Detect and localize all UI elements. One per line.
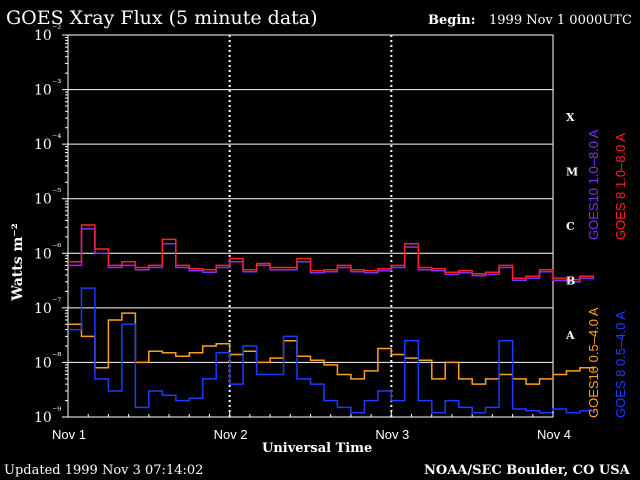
x-tick-label: Nov 4 <box>537 427 571 442</box>
begin-label: Begin: <box>428 13 476 28</box>
begin-value: 1999 Nov 1 0000UTC <box>489 13 632 28</box>
flare-class-labels: A B C M X <box>565 111 578 342</box>
y-tick-label: 10 <box>34 28 52 44</box>
x-tick-label: Nov 2 <box>214 427 248 442</box>
legend-entry-1: GOES10 1.0–8.0 A <box>586 129 601 240</box>
y-tick-label: 10 <box>34 355 52 371</box>
y-tick-label: 10 <box>34 83 52 99</box>
flare-class-A: A <box>565 329 575 342</box>
legend-entry-0: GOES 8 1.0–8.0 A <box>613 133 628 240</box>
day-separator-lines <box>228 35 393 417</box>
y-tick-label: 10 <box>34 410 52 426</box>
y-axis-ticks: 10 ⁻⁹10 ⁻⁸10 ⁻⁷10 ⁻⁶10 ⁻⁵10 ⁻⁴10 ⁻³10 ⁻² <box>34 24 68 426</box>
series-layer <box>68 224 595 414</box>
x-axis-ticks: Nov 1 Nov 2 Nov 3 Nov 4 <box>52 411 571 442</box>
y-tick-label: 10 <box>34 246 52 262</box>
y-tick-exponent: ⁻⁵ <box>52 188 61 199</box>
y-tick-exponent: ⁻⁶ <box>52 242 61 253</box>
legend-entry-2: GOES10 0.5–4.0 A <box>586 307 601 418</box>
y-tick-exponent: ⁻⁸ <box>52 351 61 362</box>
y-tick-label: 10 <box>34 137 52 153</box>
y-tick-exponent: ⁻³ <box>52 79 61 90</box>
y-tick-exponent: ⁻⁴ <box>52 133 61 144</box>
x-axis-label: Universal Time <box>262 441 372 456</box>
chart-title: GOES Xray Flux (5 minute data) <box>6 7 318 29</box>
y-tick-exponent: ⁻² <box>52 24 61 35</box>
x-tick-label: Nov 1 <box>52 427 86 442</box>
series-line-3 <box>68 287 595 414</box>
y-axis-label: Watts m⁻² <box>10 223 26 302</box>
y-tick-label: 10 <box>34 301 52 317</box>
legend: GOES10 1.0–8.0 A GOES 8 1.0–8.0 A GOES10 0… <box>586 129 628 418</box>
updated-timestamp: Updated 1999 Nov 3 07:14:02 <box>4 463 203 478</box>
credit-text: NOAA/SEC Boulder, CO USA <box>424 463 631 478</box>
y-tick-exponent: ⁻⁹ <box>52 406 61 417</box>
flare-class-C: C <box>566 220 575 233</box>
y-tick-label: 10 <box>34 192 52 208</box>
legend-entry-3: GOES 8 0.5–4.0 A <box>613 311 628 418</box>
flare-class-M: M <box>566 165 578 178</box>
x-tick-label: Nov 3 <box>375 427 409 442</box>
flare-class-X: X <box>566 111 575 124</box>
series-line-0 <box>68 224 595 281</box>
flare-class-B: B <box>566 275 575 288</box>
y-tick-exponent: ⁻⁷ <box>52 297 61 308</box>
